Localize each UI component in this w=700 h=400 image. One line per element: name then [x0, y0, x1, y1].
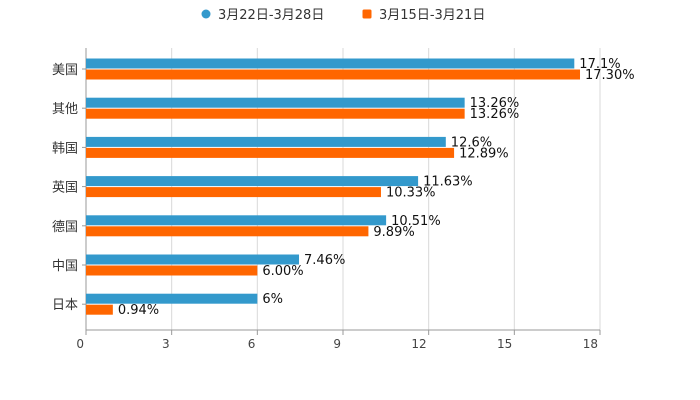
category-label: 日本 [52, 298, 78, 313]
data-label: 10.33% [386, 186, 436, 201]
category-label: 韩国 [52, 141, 78, 156]
x-tick-label: 9 [333, 337, 341, 351]
x-tick-label: 12 [411, 337, 426, 351]
category-label: 其他 [52, 102, 78, 117]
legend[interactable]: 3月22日-3月28日 3月15日-3月21日 [201, 8, 486, 23]
data-label: 6.00% [262, 264, 303, 279]
data-label: 11.63% [423, 175, 473, 190]
bars [86, 58, 581, 315]
bar[interactable] [86, 293, 258, 304]
category-label: 德国 [52, 220, 78, 235]
x-tick-label: 18 [583, 337, 598, 351]
data-label: 17.1% [579, 57, 620, 72]
data-label: 7.46% [304, 253, 345, 268]
labels: 美国 17.1%17.30% 其他 13.26%13.26% 韩国 12.6%12.89%… [52, 57, 635, 318]
category-label: 美国 [52, 63, 78, 78]
bar[interactable] [86, 265, 258, 276]
data-label: 9.89% [373, 225, 414, 240]
legend-label[interactable]: 3月22日-3月28日 [218, 8, 324, 23]
category-label: 英国 [52, 181, 78, 196]
legend-label[interactable]: 3月15日-3月21日 [379, 8, 485, 23]
data-label: 0.94% [118, 303, 159, 318]
x-tick-label: 15 [497, 337, 512, 351]
bar[interactable] [86, 136, 446, 147]
category-label: 中国 [52, 259, 78, 274]
bar[interactable] [86, 58, 575, 69]
legend-marker-series-2[interactable] [362, 9, 372, 19]
x-tick-label: 0 [76, 337, 84, 351]
data-label: 13.26% [470, 107, 520, 122]
x-tick-label: 3 [162, 337, 170, 351]
bar[interactable] [86, 215, 387, 226]
bar[interactable] [86, 97, 465, 108]
data-label: 6% [262, 292, 283, 307]
data-label: 12.6% [451, 135, 492, 150]
axes: 0 3 6 9 12 15 18 [76, 48, 601, 351]
bar[interactable] [86, 187, 381, 198]
bar[interactable] [86, 304, 113, 315]
data-label: 13.26% [470, 96, 520, 111]
x-tick-label: 6 [248, 337, 256, 351]
data-label: 12.89% [459, 146, 509, 161]
data-label: 17.30% [585, 68, 635, 83]
bar[interactable] [86, 254, 300, 265]
data-label: 10.51% [391, 214, 441, 229]
bar[interactable] [86, 108, 465, 119]
legend-marker-series-1[interactable] [201, 9, 211, 19]
bar[interactable] [86, 147, 455, 158]
bar[interactable] [86, 176, 419, 187]
bar[interactable] [86, 226, 369, 237]
bar[interactable] [86, 69, 581, 80]
